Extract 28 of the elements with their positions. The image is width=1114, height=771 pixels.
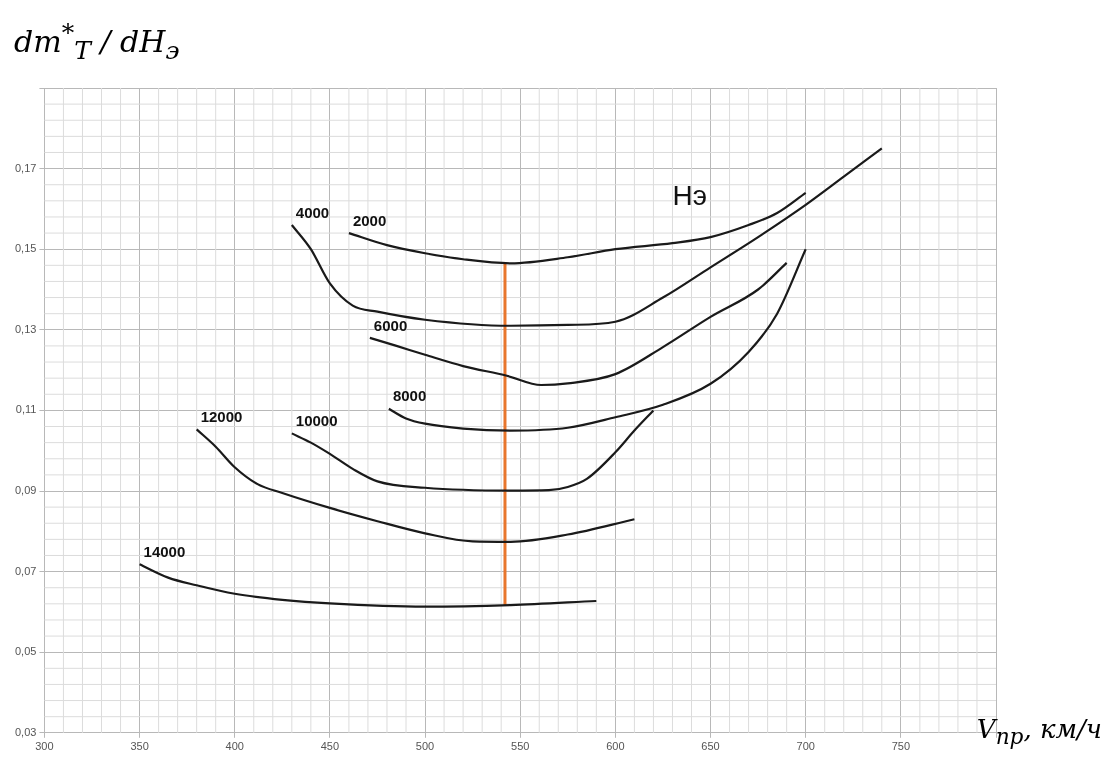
series-label: 14000 <box>143 542 186 560</box>
y-tick-label: 0,09 <box>14 484 37 497</box>
series-label: 6000 <box>373 316 408 334</box>
x-axis-title: V$_{пр}$, км/ч <box>976 713 1102 749</box>
x-tick-label: 350 <box>130 740 149 753</box>
x-tick-label: 550 <box>511 740 530 753</box>
x-tick-label: 300 <box>35 740 54 753</box>
y-tick-label: 0,17 <box>14 161 37 174</box>
series-label: 12000 <box>200 407 243 425</box>
x-tick-label: 400 <box>225 740 244 753</box>
annotation: Нэ <box>672 180 707 212</box>
y-axis-title: dm$^{*}$$_{T}$ / dH$_{э}$ <box>14 18 180 65</box>
x-tick-label: 600 <box>606 740 625 753</box>
x-tick-label: 750 <box>891 740 911 753</box>
y-tick-label: 0,05 <box>14 645 37 658</box>
x-tick-label: 500 <box>415 740 435 753</box>
series-label: 8000 <box>392 387 427 405</box>
y-tick-label: 0,03 <box>14 725 37 738</box>
y-tick-label: 0,13 <box>14 322 37 335</box>
y-tick-label: 0,07 <box>14 564 37 577</box>
y-tick-label: 0,15 <box>14 242 37 255</box>
x-tick-label: 700 <box>796 740 815 753</box>
series-label: 4000 <box>295 203 330 221</box>
y-tick-label: 0,11 <box>15 403 37 416</box>
series-label: 10000 <box>295 412 338 430</box>
series-label: 2000 <box>352 211 387 229</box>
x-tick-label: 450 <box>320 740 340 753</box>
x-tick-label: 650 <box>701 740 720 753</box>
